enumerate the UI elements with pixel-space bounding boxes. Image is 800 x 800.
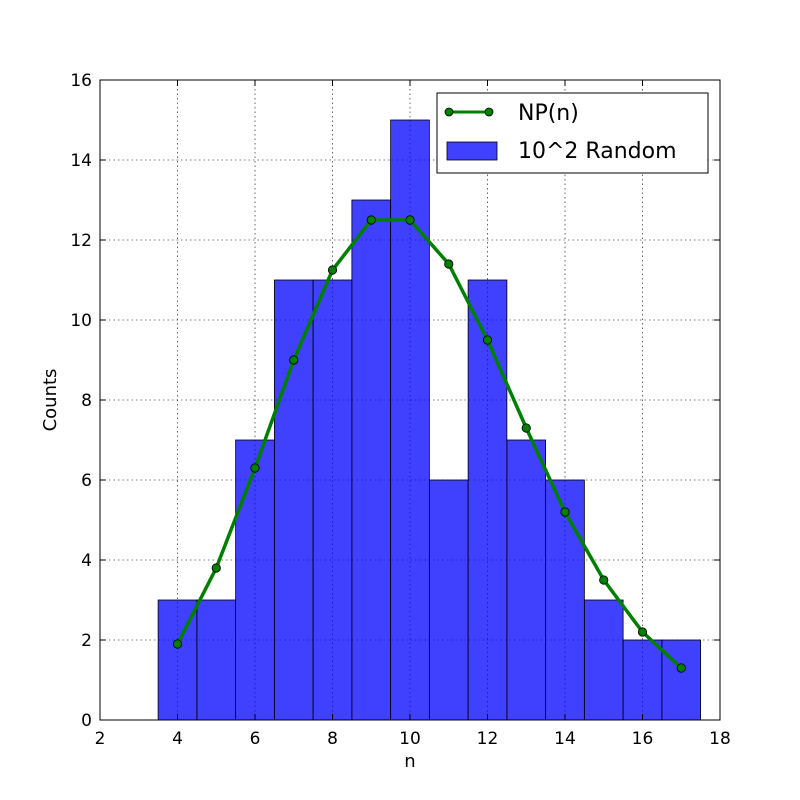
histogram-bars xyxy=(157,119,702,721)
histogram-bar-n5 xyxy=(196,599,237,721)
y-tick-label: 0 xyxy=(81,711,92,731)
histogram-bar-n12 xyxy=(467,279,508,721)
np-point-n12 xyxy=(482,335,493,345)
np-point-n14 xyxy=(560,507,570,517)
np-point-n5 xyxy=(211,563,221,573)
np-point-n11 xyxy=(444,259,454,269)
np-point-n15 xyxy=(599,575,609,585)
x-tick-label: 2 xyxy=(95,729,106,749)
np-point-n6 xyxy=(250,463,260,473)
y-tick-label: 8 xyxy=(81,391,92,411)
y-tick-label: 2 xyxy=(81,631,92,651)
histogram-bar-n15 xyxy=(583,599,624,721)
y-axis-label: Counts xyxy=(40,369,61,432)
np-point-n4 xyxy=(172,639,183,649)
x-tick-label: 16 xyxy=(632,729,654,749)
y-tick-label: 16 xyxy=(70,71,92,91)
x-tick-label: 8 xyxy=(327,729,338,749)
histogram-bar-n7 xyxy=(273,279,314,721)
histogram-bar-n11 xyxy=(428,479,469,721)
y-tick-label: 14 xyxy=(70,151,92,171)
histogram-bar-n14 xyxy=(545,479,585,721)
histogram-bar-n16 xyxy=(622,639,663,721)
np-point-n17 xyxy=(676,663,686,673)
y-tick-label: 12 xyxy=(70,231,92,251)
legend: NP(n) 10^2 Random xyxy=(436,92,709,174)
np-line xyxy=(172,215,686,673)
legend-marker-right xyxy=(484,107,494,117)
legend-bar-swatch xyxy=(446,141,498,161)
legend-label-np: NP(n) xyxy=(518,101,579,126)
x-tick-label: 14 xyxy=(554,729,576,749)
x-tick-label: 18 xyxy=(709,729,731,749)
np-point-n9 xyxy=(366,215,376,225)
x-tick-label: 10 xyxy=(399,729,421,749)
x-tick-label: 6 xyxy=(250,729,261,749)
histogram-bar-n13 xyxy=(506,439,547,721)
histogram-bar-n9 xyxy=(351,199,392,721)
np-point-n7 xyxy=(289,355,299,365)
np-line-path xyxy=(175,218,683,670)
x-axis-label: n xyxy=(404,751,415,772)
y-tick-label: 4 xyxy=(81,551,92,571)
np-point-n13 xyxy=(521,423,531,433)
histogram-bar-n6 xyxy=(235,439,275,721)
np-point-n8 xyxy=(327,265,338,275)
np-point-n16 xyxy=(637,627,648,637)
legend-marker-left xyxy=(444,107,454,117)
legend-label-random: 10^2 Random xyxy=(518,139,677,164)
histogram-bar-n17 xyxy=(661,639,702,721)
x-tick-label: 4 xyxy=(172,729,183,749)
histogram-bar-n10 xyxy=(390,119,430,721)
y-tick-label: 10 xyxy=(70,311,92,331)
y-tick-label: 6 xyxy=(81,471,92,491)
np-point-n10 xyxy=(405,215,415,225)
histogram-bar-n8 xyxy=(312,279,353,721)
x-tick-label: 12 xyxy=(477,729,499,749)
